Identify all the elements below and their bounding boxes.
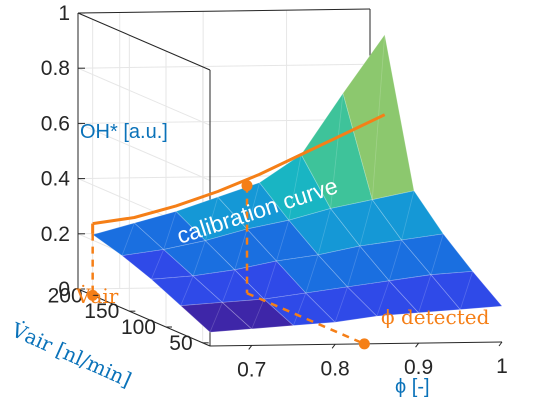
- surface-diagonal: [263, 260, 277, 300]
- surface-diagonal: [401, 190, 415, 241]
- top-back-edge: [77, 8, 371, 14]
- surface-diagonal: [305, 254, 319, 294]
- x-axis-line: [209, 341, 503, 347]
- surface-diagonal: [317, 208, 331, 256]
- surface-mesh: [91, 33, 503, 333]
- surface-diagonal: [180, 275, 194, 306]
- z-tick-label: 0.8: [41, 57, 70, 80]
- y-tick-label: 50: [169, 332, 192, 355]
- y-axis-line: [77, 288, 211, 347]
- surface-diagonal: [163, 211, 177, 250]
- z-tick-label: 1: [58, 2, 70, 25]
- surface-diagonal: [388, 239, 403, 281]
- y-axis-label: V̇air [nl/min]: [7, 317, 135, 392]
- surface-diagonal: [121, 222, 135, 256]
- x-axis-label: ϕ [-]: [395, 376, 430, 398]
- x-tick-mark: [415, 342, 419, 348]
- surface-label: OH* [a.u.]: [80, 121, 168, 143]
- vair-annotation: V̇air: [75, 284, 119, 308]
- z-gridline-back: [77, 118, 371, 124]
- z-tick-label: 0: [58, 278, 70, 301]
- calibration-curve-line: [92, 113, 386, 226]
- surface-diagonal: [209, 302, 223, 333]
- surface-diagonal: [359, 199, 373, 247]
- surface-diagonal: [459, 271, 474, 310]
- surface-diagonal: [376, 280, 390, 317]
- x-tick-mark: [248, 345, 253, 350]
- surface-diagonal: [330, 93, 344, 209]
- z-tick-label: 0.6: [41, 112, 70, 135]
- surface-diagonal: [430, 233, 444, 275]
- surface-diagonal: [192, 240, 206, 277]
- surface-diagonal: [222, 269, 236, 303]
- x-tick-label: 0.7: [237, 358, 266, 381]
- surface-diagonal: [150, 249, 165, 280]
- x-tick-label: 0.9: [404, 356, 433, 379]
- surface-diagonal: [246, 182, 260, 230]
- x-tick-label: 0.8: [321, 357, 350, 380]
- y-tick-label: 150: [84, 300, 119, 323]
- surface-patch: [430, 270, 503, 310]
- surface-diagonal: [205, 196, 219, 241]
- calibration-curve-layer: [91, 113, 386, 234]
- z-gridline-side: [77, 122, 211, 181]
- phi-detected-marker: [358, 338, 370, 350]
- surface-diagonal: [288, 154, 302, 221]
- x-tick-mark: [498, 341, 503, 347]
- surface-diagonal: [347, 245, 361, 288]
- surface-diagonal: [234, 228, 248, 270]
- x-tick-mark: [331, 343, 336, 349]
- z-gridline-back: [77, 63, 371, 69]
- surface-diagonal: [293, 292, 307, 326]
- y-tick-label: 200: [48, 284, 83, 307]
- z-gridline-side: [77, 67, 211, 126]
- surface-diagonal: [251, 298, 265, 330]
- y-tick-label: 100: [121, 316, 156, 339]
- surface-diagonal: [418, 274, 432, 313]
- phi-detected-annotation: ϕ detected: [381, 305, 490, 329]
- surface-diagonal: [334, 286, 348, 323]
- phi-projection-dash: [246, 292, 365, 346]
- z-tick-labels: 0 0.2 0.4 0.6 0.8 1: [41, 2, 85, 301]
- top-left-edge: [77, 12, 211, 71]
- x-tick-label: 1: [496, 355, 508, 378]
- surface-diagonal: [276, 220, 290, 262]
- z-tick-label: 0.4: [41, 168, 71, 191]
- operating-point-marker: [241, 180, 253, 192]
- z-tick-label: 0.2: [41, 223, 70, 246]
